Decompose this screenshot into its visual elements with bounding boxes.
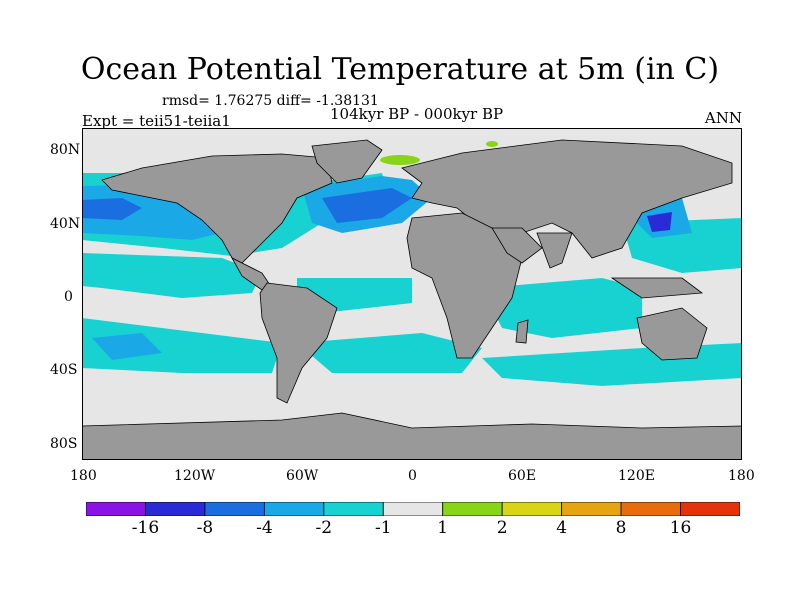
colorbar-label-2: -4 <box>256 518 273 538</box>
colorbar-label-5: 1 <box>437 518 449 538</box>
australia <box>636 307 708 361</box>
lon-tick-0: 0 <box>408 468 417 484</box>
madagascar <box>515 319 529 344</box>
patch-barents-warm2 <box>380 155 420 165</box>
patch-atlantic-cool4 <box>322 188 412 223</box>
lon-tick-180w: 180 <box>70 468 97 484</box>
patch-pacific-cool4 <box>82 198 142 220</box>
colorbar-label-7: 4 <box>556 518 568 538</box>
south-america <box>259 282 338 404</box>
band-tropical-pacific-cool1 <box>82 253 262 298</box>
colorbar-box-4 <box>323 502 384 516</box>
lat-tick-40S: 40S <box>50 362 78 378</box>
colorbar-box-6 <box>442 502 503 516</box>
band-south-atlantic-cool1 <box>297 333 482 373</box>
colorbar-box-7 <box>501 502 563 516</box>
colorbar-box-9 <box>620 502 681 516</box>
experiment-label: Expt = teii51-teiia1 <box>82 112 231 130</box>
temperature-anomaly-map <box>82 128 742 460</box>
patch-japan-cool8 <box>647 212 672 232</box>
colorbar-label-1: -8 <box>196 518 214 538</box>
lat-tick-0: 0 <box>64 289 73 305</box>
time-period-label: 104kyr BP - 000kyr BP <box>330 105 504 123</box>
lon-tick-120E: 120E <box>618 468 655 484</box>
eurasia <box>401 139 733 259</box>
season-label: ANN <box>704 109 742 127</box>
band-south-pacific-cool1 <box>82 318 282 373</box>
land-masses <box>82 139 742 460</box>
greenland <box>311 139 383 184</box>
colorbar-label-6: 2 <box>496 518 508 538</box>
colorbar-label-3: -2 <box>315 518 333 538</box>
lon-tick-60W: 60W <box>286 468 319 484</box>
lat-tick-80N: 80N <box>50 142 81 158</box>
lon-tick-60E: 60E <box>508 468 537 484</box>
lon-tick-120W: 120W <box>174 468 216 484</box>
lon-tick-180e: 180 <box>728 468 755 484</box>
india <box>536 232 573 269</box>
map-frame <box>82 128 742 460</box>
colorbar <box>86 502 740 516</box>
indonesia <box>610 277 704 299</box>
north-america <box>101 153 333 264</box>
antarctica <box>82 412 742 460</box>
colorbar-label-4: -1 <box>374 518 392 538</box>
colorbar-label-0: -16 <box>131 518 160 538</box>
lat-tick-80S: 80S <box>50 436 78 452</box>
patch-south-pacific-cool2 <box>92 333 162 360</box>
rmsd-diff-stats: rmsd= 1.76275 diff= -1.38131 <box>162 93 379 109</box>
colorbar-box-8 <box>561 502 622 516</box>
colorbar-box-0 <box>86 502 146 516</box>
lat-tick-40N: 40N <box>50 216 81 232</box>
arabia <box>491 227 543 264</box>
map-title: Ocean Potential Temperature at 5m (in C) <box>80 52 720 87</box>
colorbar-label-9: 16 <box>669 518 692 538</box>
colorbar-box-3 <box>263 502 325 516</box>
anomaly-bands <box>82 141 742 386</box>
colorbar-box-1 <box>145 502 206 516</box>
patch-kara-warm2 <box>486 141 498 147</box>
colorbar-label-8: 8 <box>615 518 627 538</box>
colorbar-box-5 <box>382 502 444 516</box>
colorbar-box-2 <box>204 502 265 516</box>
colorbar-box-10 <box>680 502 740 516</box>
